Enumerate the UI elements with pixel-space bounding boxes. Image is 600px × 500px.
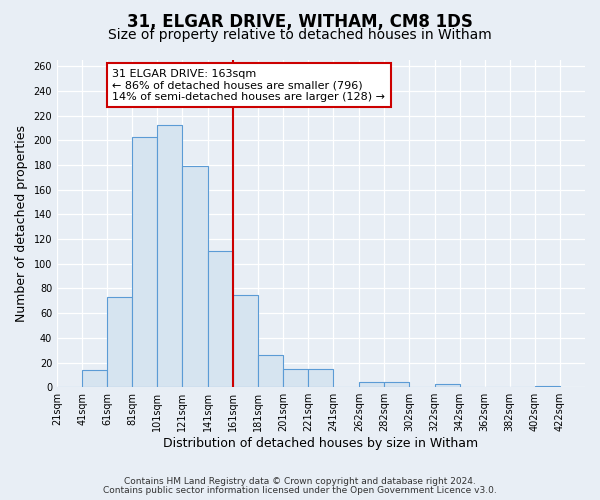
- Bar: [308, 368, 333, 387]
- Bar: [107, 297, 132, 387]
- Bar: [257, 355, 283, 387]
- Y-axis label: Number of detached properties: Number of detached properties: [15, 125, 28, 322]
- Bar: [182, 166, 208, 387]
- X-axis label: Distribution of detached houses by size in Witham: Distribution of detached houses by size …: [163, 437, 479, 450]
- Text: Contains HM Land Registry data © Crown copyright and database right 2024.: Contains HM Land Registry data © Crown c…: [124, 477, 476, 486]
- Text: Size of property relative to detached houses in Witham: Size of property relative to detached ho…: [108, 28, 492, 42]
- Bar: [385, 382, 409, 387]
- Bar: [233, 294, 257, 387]
- Text: Contains public sector information licensed under the Open Government Licence v3: Contains public sector information licen…: [103, 486, 497, 495]
- Bar: [157, 126, 182, 387]
- Bar: [132, 136, 157, 387]
- Bar: [82, 370, 107, 387]
- Bar: [535, 386, 560, 387]
- Bar: [208, 252, 233, 387]
- Bar: [434, 384, 460, 387]
- Bar: [283, 368, 308, 387]
- Text: 31, ELGAR DRIVE, WITHAM, CM8 1DS: 31, ELGAR DRIVE, WITHAM, CM8 1DS: [127, 12, 473, 30]
- Bar: [359, 382, 385, 387]
- Text: 31 ELGAR DRIVE: 163sqm
← 86% of detached houses are smaller (796)
14% of semi-de: 31 ELGAR DRIVE: 163sqm ← 86% of detached…: [112, 68, 385, 102]
